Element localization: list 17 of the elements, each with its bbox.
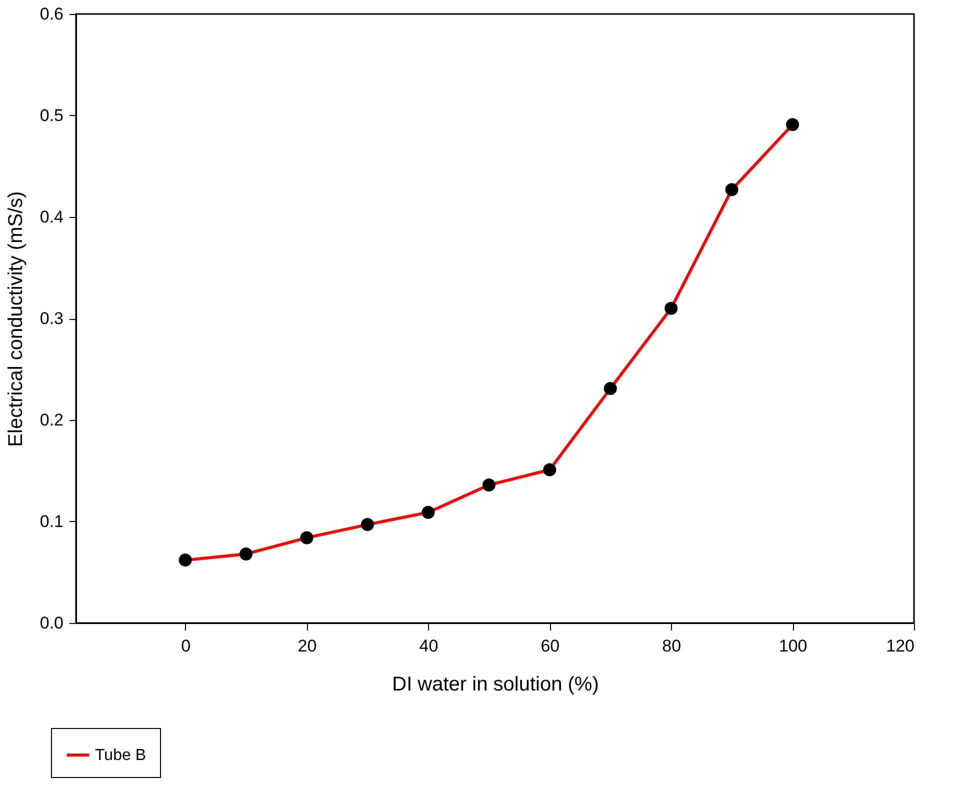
y-tick-label: 0.2 xyxy=(40,410,64,430)
y-axis-title: Electrical conductivity (mS/s) xyxy=(4,191,27,447)
x-tick-label: 120 xyxy=(886,636,914,656)
x-tick-label: 100 xyxy=(778,636,808,656)
y-tick-label: 0.3 xyxy=(40,309,64,328)
y-tick-label: 0.4 xyxy=(40,208,64,226)
legend-label: Tube B xyxy=(95,747,146,764)
x-tick-label: 40 xyxy=(419,636,438,656)
x-tick-label: 0 xyxy=(181,636,191,656)
y-tick-label: 0.5 xyxy=(40,106,64,125)
x-tick-label: 80 xyxy=(662,636,682,656)
x-axis-title: DI water in solution (%) xyxy=(392,674,599,696)
x-tick-label: 20 xyxy=(298,636,317,656)
y-tick-label: 0.1 xyxy=(40,512,64,531)
y-tick-label: 0.6 xyxy=(40,4,64,24)
y-tick-label: 0.0 xyxy=(40,614,64,632)
x-tick-label: 60 xyxy=(540,636,560,656)
